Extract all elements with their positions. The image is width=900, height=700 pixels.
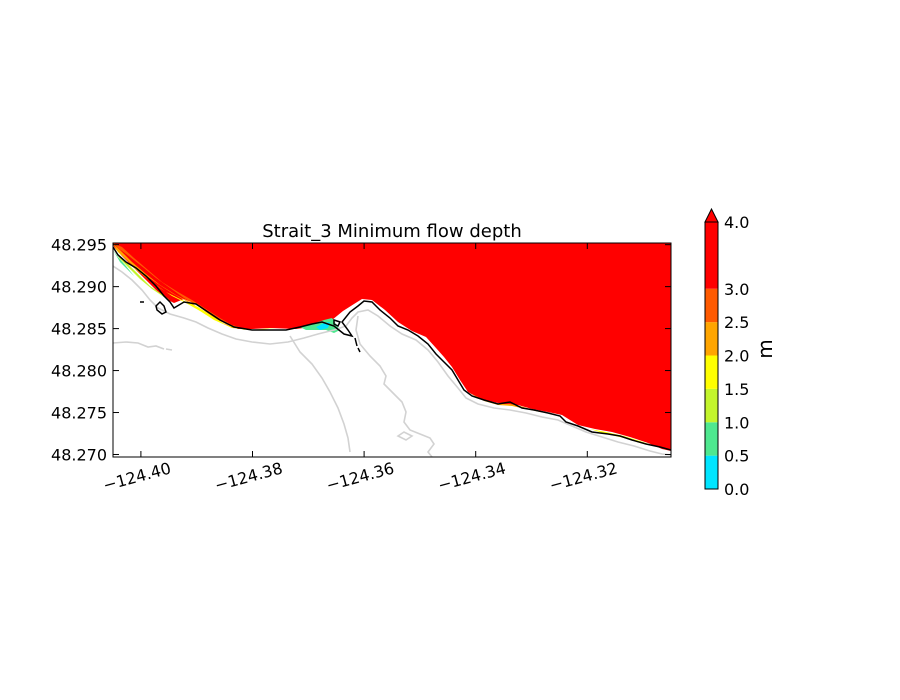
chart-title: Strait_3 Minimum flow depth [262, 221, 521, 242]
colorbar-tick-label: 3.0 [724, 280, 749, 299]
plot-frame [112, 242, 672, 458]
y-tick-label: 48.295 [51, 236, 107, 255]
flow-depth-fill [113, 243, 671, 451]
colorbar-segment [705, 322, 718, 356]
x-tick-label: −124.36 [324, 459, 396, 495]
colorbar-segment [705, 422, 718, 456]
y-tick-label: 48.290 [51, 278, 107, 297]
x-tick-label: −124.32 [547, 459, 619, 495]
colorbar-segment [705, 355, 718, 389]
colorbar-segment [705, 455, 718, 489]
x-tick-label: −124.34 [436, 459, 508, 495]
colorbar-tick-label: 1.5 [724, 380, 749, 399]
y-tick-label: 48.275 [51, 404, 107, 423]
x-tick-label: −124.40 [101, 459, 173, 495]
shoreline [113, 246, 671, 451]
colorbar-tick-label: 0.5 [724, 447, 749, 466]
colorbar-tick-label: 1.0 [724, 413, 749, 432]
colorbar-tick-label: 4.0 [724, 213, 749, 232]
y-tick-label: 48.270 [51, 445, 107, 464]
colorbar-tick-label: 2.0 [724, 347, 749, 366]
colorbar-label: m [753, 339, 777, 358]
fringe-band-2.5 [113, 243, 240, 327]
y-tick-label: 48.280 [51, 362, 107, 381]
colorbar-frame [704, 221, 719, 490]
plot-area [113, 243, 671, 457]
colorbar-segment [705, 388, 718, 423]
colorbar-extend-arrow [704, 207, 719, 223]
land-contours [113, 265, 671, 457]
colorbar-tick-label: 0.0 [724, 480, 749, 499]
colorbar-tick-label: 2.5 [724, 313, 749, 332]
x-tick-label: −124.38 [213, 459, 285, 495]
colorbar-segment [705, 222, 718, 289]
y-axis: 48.295 48.290 48.285 48.280 48.275 48.270 [51, 236, 671, 464]
colorbar-segment [705, 288, 718, 323]
colorbar: 0.0 0.5 1.0 1.5 2.0 2.5 3.0 4.0 [704, 207, 749, 499]
fringe-band-0.5 [113, 250, 340, 333]
y-tick-label: 48.285 [51, 320, 107, 339]
